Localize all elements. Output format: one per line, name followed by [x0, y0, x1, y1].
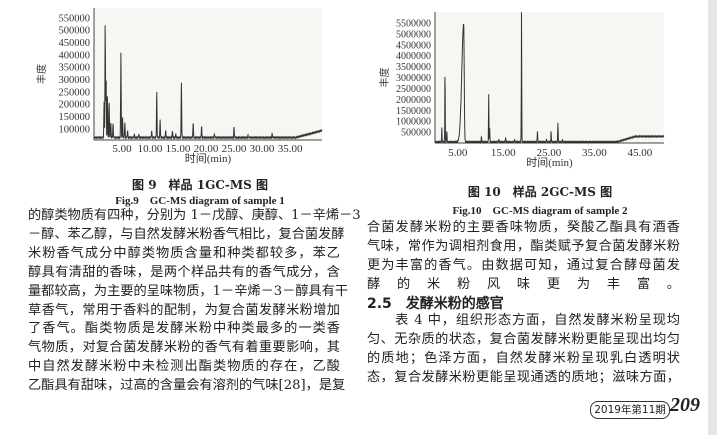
x-tick-label: 30.00	[250, 143, 275, 155]
y-axis-label: 丰度	[35, 64, 48, 84]
y-tick-label: 400000	[59, 50, 91, 61]
y-tick-label: 100000	[59, 124, 91, 135]
y-tick-label: 5500000	[396, 18, 431, 29]
text-line: 酵的米粉风味更为丰富。	[367, 276, 680, 292]
x-tick-label: 35.00	[582, 147, 607, 159]
y-tick-label: 2500000	[396, 84, 431, 95]
text-line: 量都较高，为主要的呈味物质，1－辛烯－3－醇具有干	[28, 283, 349, 299]
y-tick-label: 4500000	[396, 40, 431, 51]
page-edge	[708, 0, 717, 435]
fig9-caption-cn: 图 9 样品 1GC-MS 图	[132, 178, 268, 192]
chromatogram-trace	[93, 25, 323, 140]
y-tick-label: 4000000	[396, 51, 431, 62]
text-line: 米粉香气成分中醇类物质含量和种类都较多，苯乙	[28, 245, 340, 261]
text-line: 醇具有清甜的香味，是两个样品共有的香气成分，含	[28, 264, 340, 280]
y-axis-label: 丰度	[378, 68, 391, 88]
text-line: 乙酯具有甜味，过高的含量会有溶剂的气味[28]，是复	[28, 378, 346, 394]
y-tick-label: 200000	[59, 100, 91, 111]
page-number: 209	[670, 394, 700, 416]
text-line: 气味，常作为调相剂食用，酯类赋予复合菌发酵米粉	[367, 238, 680, 254]
y-tick-label: 300000	[59, 75, 91, 86]
x-tick-label: 5.00	[112, 143, 132, 155]
text-line: －醇、苯乙醇，与自然发酵米粉香气相比，复合菌发酵	[28, 226, 345, 242]
section-heading: 2.5 发酵米粉的感官	[367, 296, 504, 312]
text-line: 态，复合发酵米粉更能呈现通透的质地；滋味方面，	[367, 369, 680, 385]
y-tick-label: 1000000	[396, 117, 431, 128]
x-tick-label: 15.00	[491, 147, 516, 159]
y-tick-label: 2000000	[396, 95, 431, 106]
issue-label: 2019年第11期	[590, 401, 670, 419]
x-tick-label: 25.00	[536, 147, 561, 159]
y-tick-label: 150000	[59, 112, 91, 123]
plot-area	[94, 8, 322, 140]
text-line: 气物质，对复合菌发酵米粉的香气有着重要影响，其	[28, 340, 340, 356]
y-tick-label: 350000	[59, 63, 91, 74]
x-tick-label: 45.00	[627, 147, 652, 159]
fig10-caption-en: Fig.10 GC-MS diagram of sample 2	[452, 205, 628, 217]
x-tick-label: 15.00	[166, 143, 191, 155]
x-tick-label: 20.00	[194, 143, 219, 155]
text-line: 的质地；色泽方面，自然发酵米粉呈现乳白透明状	[367, 350, 680, 366]
x-tick-label: 35.00	[278, 143, 303, 155]
y-tick-label: 5000000	[396, 29, 431, 40]
y-tick-label: 250000	[59, 87, 91, 98]
plot-area	[435, 12, 664, 143]
text-line: 的醇类物质有四种，分别为 1－戊醇、庚醇、1－辛烯－3	[28, 208, 361, 223]
y-tick-label: 500000	[401, 128, 431, 139]
x-axis-label: 时间(min)	[185, 152, 232, 165]
x-tick-label: 10.00	[138, 143, 163, 155]
text-line: 草香气，常用于香料的配制，为复合菌发酵米粉增加	[28, 302, 340, 318]
text-line: 中自然发酵米粉中未检测出酯类物质的存在，乙酸	[28, 359, 340, 375]
text-line: 合菌发酵米粉的主要香味物质，癸酸乙酯具有酒香	[367, 220, 680, 235]
fig9-caption-en: Fig.9 GC-MS diagram of sample 1	[115, 195, 285, 207]
y-tick-label: 500000	[59, 26, 91, 37]
x-tick-label: 5.00	[448, 147, 468, 159]
text-line: 表 4 中，组织形态方面，自然发酵米粉呈现均	[367, 313, 680, 328]
x-axis-label: 时间(min)	[526, 156, 573, 169]
y-tick-label: 3000000	[396, 73, 431, 84]
text-line: 了香气。酯类物质是发酵米粉中种类最多的一类香	[28, 321, 340, 337]
chromatogram-trace	[434, 12, 665, 144]
chart-fig10: 5000001000000150000020000002500000300000…	[378, 12, 665, 169]
y-tick-label: 450000	[59, 38, 91, 49]
y-tick-label: 1500000	[396, 106, 431, 117]
y-tick-label: 3500000	[396, 62, 431, 73]
x-tick-label: 25.00	[222, 143, 247, 155]
text-line: 更为丰富的香气。由数据可知，通过复合酵母菌发	[367, 257, 680, 273]
fig10-caption-cn: 图 10 样品 2GC-MS 图	[467, 185, 613, 199]
y-tick-label: 550000	[59, 13, 91, 24]
text-line: 匀、无杂质的状态，复合菌发酵米粉更能呈现出均匀	[367, 331, 680, 347]
